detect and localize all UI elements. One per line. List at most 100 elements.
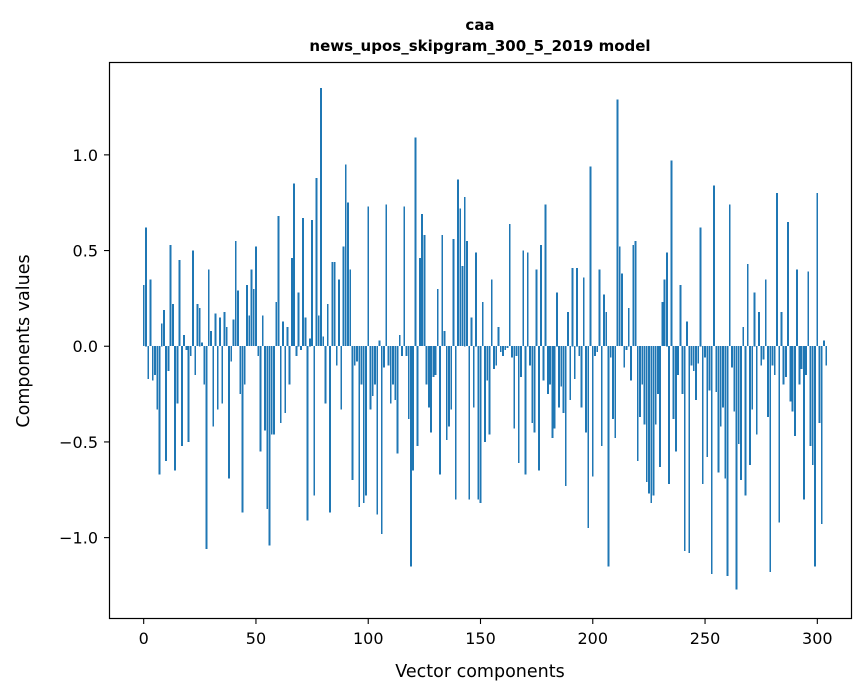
bar-component-170: [524, 346, 527, 475]
x-axis-ticks: 0 50 100 150 200 250 300: [139, 618, 833, 648]
bar-component-78: [317, 315, 320, 347]
bar-component-141: [459, 208, 462, 347]
bar-component-57: [270, 346, 273, 435]
bar-component-41: [234, 240, 237, 347]
bar-component-135: [445, 346, 448, 441]
bar-component-61: [279, 346, 282, 423]
bar-component-186: [560, 346, 563, 387]
bar-component-84: [331, 262, 334, 347]
bar-component-136: [448, 346, 450, 427]
bar-component-30: [210, 330, 212, 347]
bar-component-235: [670, 160, 673, 347]
bar-component-77: [315, 177, 318, 347]
bar-component-73: [306, 346, 309, 521]
bar-component-14: [174, 346, 177, 471]
bar-component-149: [477, 346, 480, 500]
bar-component-74: [308, 338, 311, 347]
bar-component-137: [450, 346, 453, 410]
bar-component-222: [641, 346, 644, 385]
bar-component-134: [443, 330, 446, 347]
bar-component-23: [194, 346, 197, 375]
bar-component-108: [385, 204, 388, 347]
bar-component-129: [432, 346, 435, 377]
bar-component-240: [681, 346, 684, 395]
bar-component-201: [594, 346, 596, 356]
bar-component-27: [203, 346, 206, 385]
bar-component-241: [683, 346, 686, 552]
bar-component-142: [461, 265, 464, 347]
bar-component-203: [598, 269, 601, 347]
bar-component-79: [320, 87, 322, 347]
bar-component-124: [421, 214, 424, 347]
bar-component-55: [266, 346, 269, 509]
y-tick-label: 0.0: [73, 337, 98, 356]
bar-component-89: [342, 246, 345, 347]
bar-component-12: [169, 244, 172, 347]
bar-component-159: [499, 346, 502, 352]
bar-component-215: [625, 346, 628, 351]
bar-component-24: [196, 304, 199, 347]
bar-component-82: [326, 304, 329, 347]
bar-component-250: [704, 346, 706, 358]
bar-component-217: [630, 346, 632, 381]
bar-series: [142, 87, 828, 590]
bar-component-214: [623, 346, 626, 368]
bar-component-204: [600, 346, 603, 446]
x-tick-label: 250: [690, 629, 721, 648]
y-tick-label: 1.0: [73, 146, 98, 165]
bar-component-151: [481, 302, 484, 347]
bar-component-131: [436, 288, 439, 347]
bar-component-302: [820, 346, 823, 525]
bar-component-285: [782, 346, 785, 385]
bar-component-209: [612, 346, 614, 419]
bar-component-106: [380, 346, 383, 534]
bar-component-192: [573, 346, 576, 379]
bar-component-299: [814, 346, 816, 567]
bar-component-132: [439, 346, 441, 475]
bar-component-140: [457, 179, 459, 347]
bar-component-71: [302, 218, 305, 347]
bar-component-37: [225, 327, 228, 347]
bar-component-48: [250, 269, 253, 347]
bar-component-264: [735, 346, 738, 590]
bar-component-85: [333, 262, 336, 347]
bar-component-252: [708, 346, 711, 391]
bar-component-205: [603, 294, 605, 347]
bar-component-118: [407, 346, 410, 419]
bar-component-50: [255, 246, 257, 347]
bar-component-83: [329, 346, 331, 513]
bar-component-22: [192, 250, 194, 347]
bar-component-200: [591, 346, 594, 477]
bar-component-28: [205, 346, 208, 550]
bar-component-259: [724, 346, 727, 479]
bar-component-65: [288, 346, 291, 385]
bar-component-271: [751, 346, 754, 410]
bar-component-31: [212, 346, 215, 427]
bar-component-46: [246, 285, 248, 347]
bar-component-156: [493, 346, 495, 370]
bar-component-270: [749, 346, 751, 465]
bar-component-105: [378, 340, 381, 347]
bar-component-66: [290, 258, 293, 347]
bar-component-7: [158, 346, 161, 475]
bar-component-32: [214, 313, 217, 347]
bar-component-211: [616, 99, 619, 347]
bar-component-223: [643, 346, 646, 425]
bar-component-111: [392, 346, 394, 385]
bar-component-104: [376, 346, 379, 515]
bar-component-148: [475, 252, 477, 347]
bar-component-154: [488, 346, 491, 435]
bar-component-290: [793, 346, 796, 437]
bar-component-93: [351, 346, 354, 481]
bar-component-182: [551, 346, 554, 439]
bar-component-99: [365, 346, 367, 496]
bar-component-114: [398, 334, 401, 347]
bar-component-174: [533, 346, 536, 433]
bar-component-54: [264, 346, 266, 431]
bar-component-122: [416, 346, 419, 446]
bar-component-213: [621, 273, 623, 347]
bar-component-160: [502, 346, 504, 356]
bar-component-301: [818, 346, 821, 423]
bar-component-36: [223, 311, 226, 347]
